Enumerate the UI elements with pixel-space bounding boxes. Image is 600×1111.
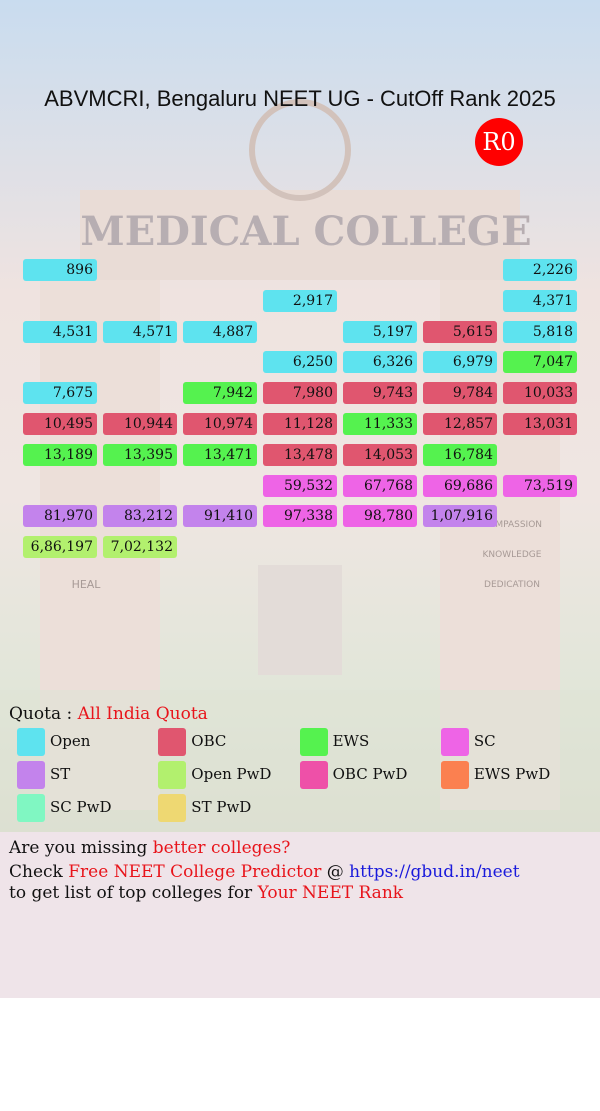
legend-label: OBC PwD	[332, 765, 408, 783]
cutoff-cell: 9,743	[343, 382, 417, 405]
legend-label: Open PwD	[191, 765, 272, 783]
footer-line: to get list of top colleges for Your NEE…	[9, 883, 403, 903]
cutoff-cell: 2,917	[263, 289, 337, 312]
building	[258, 565, 342, 675]
cutoff-cell: 67,768	[343, 474, 417, 497]
quota-label: Quota :	[9, 704, 73, 724]
text: to get list of top colleges for	[9, 883, 253, 903]
quota-line: Quota : All India Quota	[9, 704, 208, 724]
cutoff-cell: 1,07,916	[423, 505, 497, 528]
cutoff-cell: 13,471	[183, 443, 257, 466]
legend-swatch	[17, 794, 45, 822]
cutoff-cell: 6,326	[343, 351, 417, 374]
legend-swatch	[17, 728, 45, 756]
legend-swatch	[17, 761, 45, 789]
pillar-text: COMPASSION	[482, 520, 542, 530]
cutoff-cell: 97,338	[263, 505, 337, 528]
legend-swatch	[158, 794, 187, 822]
cutoff-cell: 10,974	[183, 413, 257, 435]
cutoff-cell: 7,02,132	[103, 536, 177, 559]
quota-value: All India Quota	[77, 704, 208, 724]
legend-swatch	[440, 761, 469, 789]
legend-label: ST PwD	[191, 798, 252, 816]
cutoff-cell: 73,519	[503, 474, 577, 497]
legend-label: ST	[50, 765, 71, 783]
highlight: better colleges?	[152, 838, 291, 858]
cutoff-cell: 10,495	[23, 413, 97, 435]
cutoff-cell: 7,980	[263, 382, 337, 405]
cutoff-cell: 59,532	[263, 474, 337, 497]
cutoff-cell: 12,857	[423, 413, 497, 435]
cutoff-cell: 7,942	[183, 382, 257, 405]
legend-label: SC	[473, 732, 496, 750]
text: Are you missing	[9, 838, 148, 858]
cutoff-cell: 2,226	[503, 259, 577, 281]
cutoff-cell: 98,780	[343, 505, 417, 528]
cutoff-cell: 10,033	[503, 382, 577, 405]
sign: MEDICAL COLLEGE	[80, 208, 531, 255]
cutoff-cell: 9,784	[423, 382, 497, 405]
cutoff-cell: 6,250	[263, 351, 337, 374]
arch-top	[80, 190, 520, 280]
legend-swatch	[158, 728, 187, 756]
legend-swatch	[299, 761, 328, 789]
cutoff-cell: 83,212	[103, 505, 177, 528]
round-badge: R0	[475, 118, 523, 166]
cutoff-cell: 91,410	[183, 505, 257, 528]
title: ABVMCRI, Bengaluru NEET UG - CutOff Rank…	[44, 86, 556, 111]
highlight: Free NEET College Predictor	[68, 862, 322, 882]
cutoff-cell: 4,371	[503, 289, 577, 312]
cutoff-cell: 7,047	[503, 351, 577, 374]
legend-swatch	[440, 728, 469, 756]
cutoff-cell: 11,128	[263, 413, 337, 435]
footer-line: Check Free NEET College Predictor @ http…	[9, 862, 520, 882]
legend-label: Open	[50, 732, 91, 750]
cutoff-cell: 69,686	[423, 474, 497, 497]
cutoff-cell: 6,86,197	[23, 536, 97, 559]
cutoff-cell: 896	[23, 259, 97, 281]
legend-swatch	[299, 728, 328, 756]
pillar-text: HEAL	[72, 578, 102, 591]
cutoff-cell: 7,675	[23, 382, 97, 405]
cutoff-cell: 11,333	[343, 413, 417, 435]
cutoff-cell: 81,970	[23, 505, 97, 528]
cutoff-cell: 4,531	[23, 320, 97, 343]
cutoff-cell: 16,784	[423, 443, 497, 466]
highlight: Your NEET Rank	[257, 883, 404, 903]
legend-label: SC PwD	[50, 798, 112, 816]
legend-swatch	[158, 761, 187, 789]
cutoff-cell: 5,197	[343, 320, 417, 343]
pillar-text: KNOWLEDGE	[483, 550, 542, 560]
poster: MEDICAL COLLEGE HEAL COMPASSION KNOWLEDG…	[0, 0, 600, 832]
cutoff-cell: 5,615	[423, 320, 497, 343]
cutoff-cell: 6,979	[423, 351, 497, 374]
cutoff-cell: 10,944	[103, 413, 177, 435]
cutoff-cell: 13,478	[263, 443, 337, 466]
text: @	[326, 862, 344, 882]
cutoff-cell: 13,189	[23, 443, 97, 466]
footer: Are you missing better colleges? Check F…	[0, 832, 600, 998]
legend-label: EWS	[332, 732, 370, 750]
pillar-text: DEDICATION	[484, 580, 540, 590]
cutoff-cell: 4,571	[103, 320, 177, 343]
cutoff-cell: 5,818	[503, 320, 577, 343]
cutoff-cell: 13,395	[103, 443, 177, 466]
emblem	[249, 99, 351, 201]
text: Check	[9, 862, 63, 882]
cutoff-cell: 13,031	[503, 413, 577, 435]
cutoff-cell: 14,053	[343, 443, 417, 466]
legend-label: OBC	[191, 732, 227, 750]
link[interactable]: https://gbud.in/neet	[349, 862, 520, 882]
legend-label: EWS PwD	[473, 765, 551, 783]
cutoff-cell: 4,887	[183, 320, 257, 343]
footer-line: Are you missing better colleges?	[9, 838, 290, 858]
